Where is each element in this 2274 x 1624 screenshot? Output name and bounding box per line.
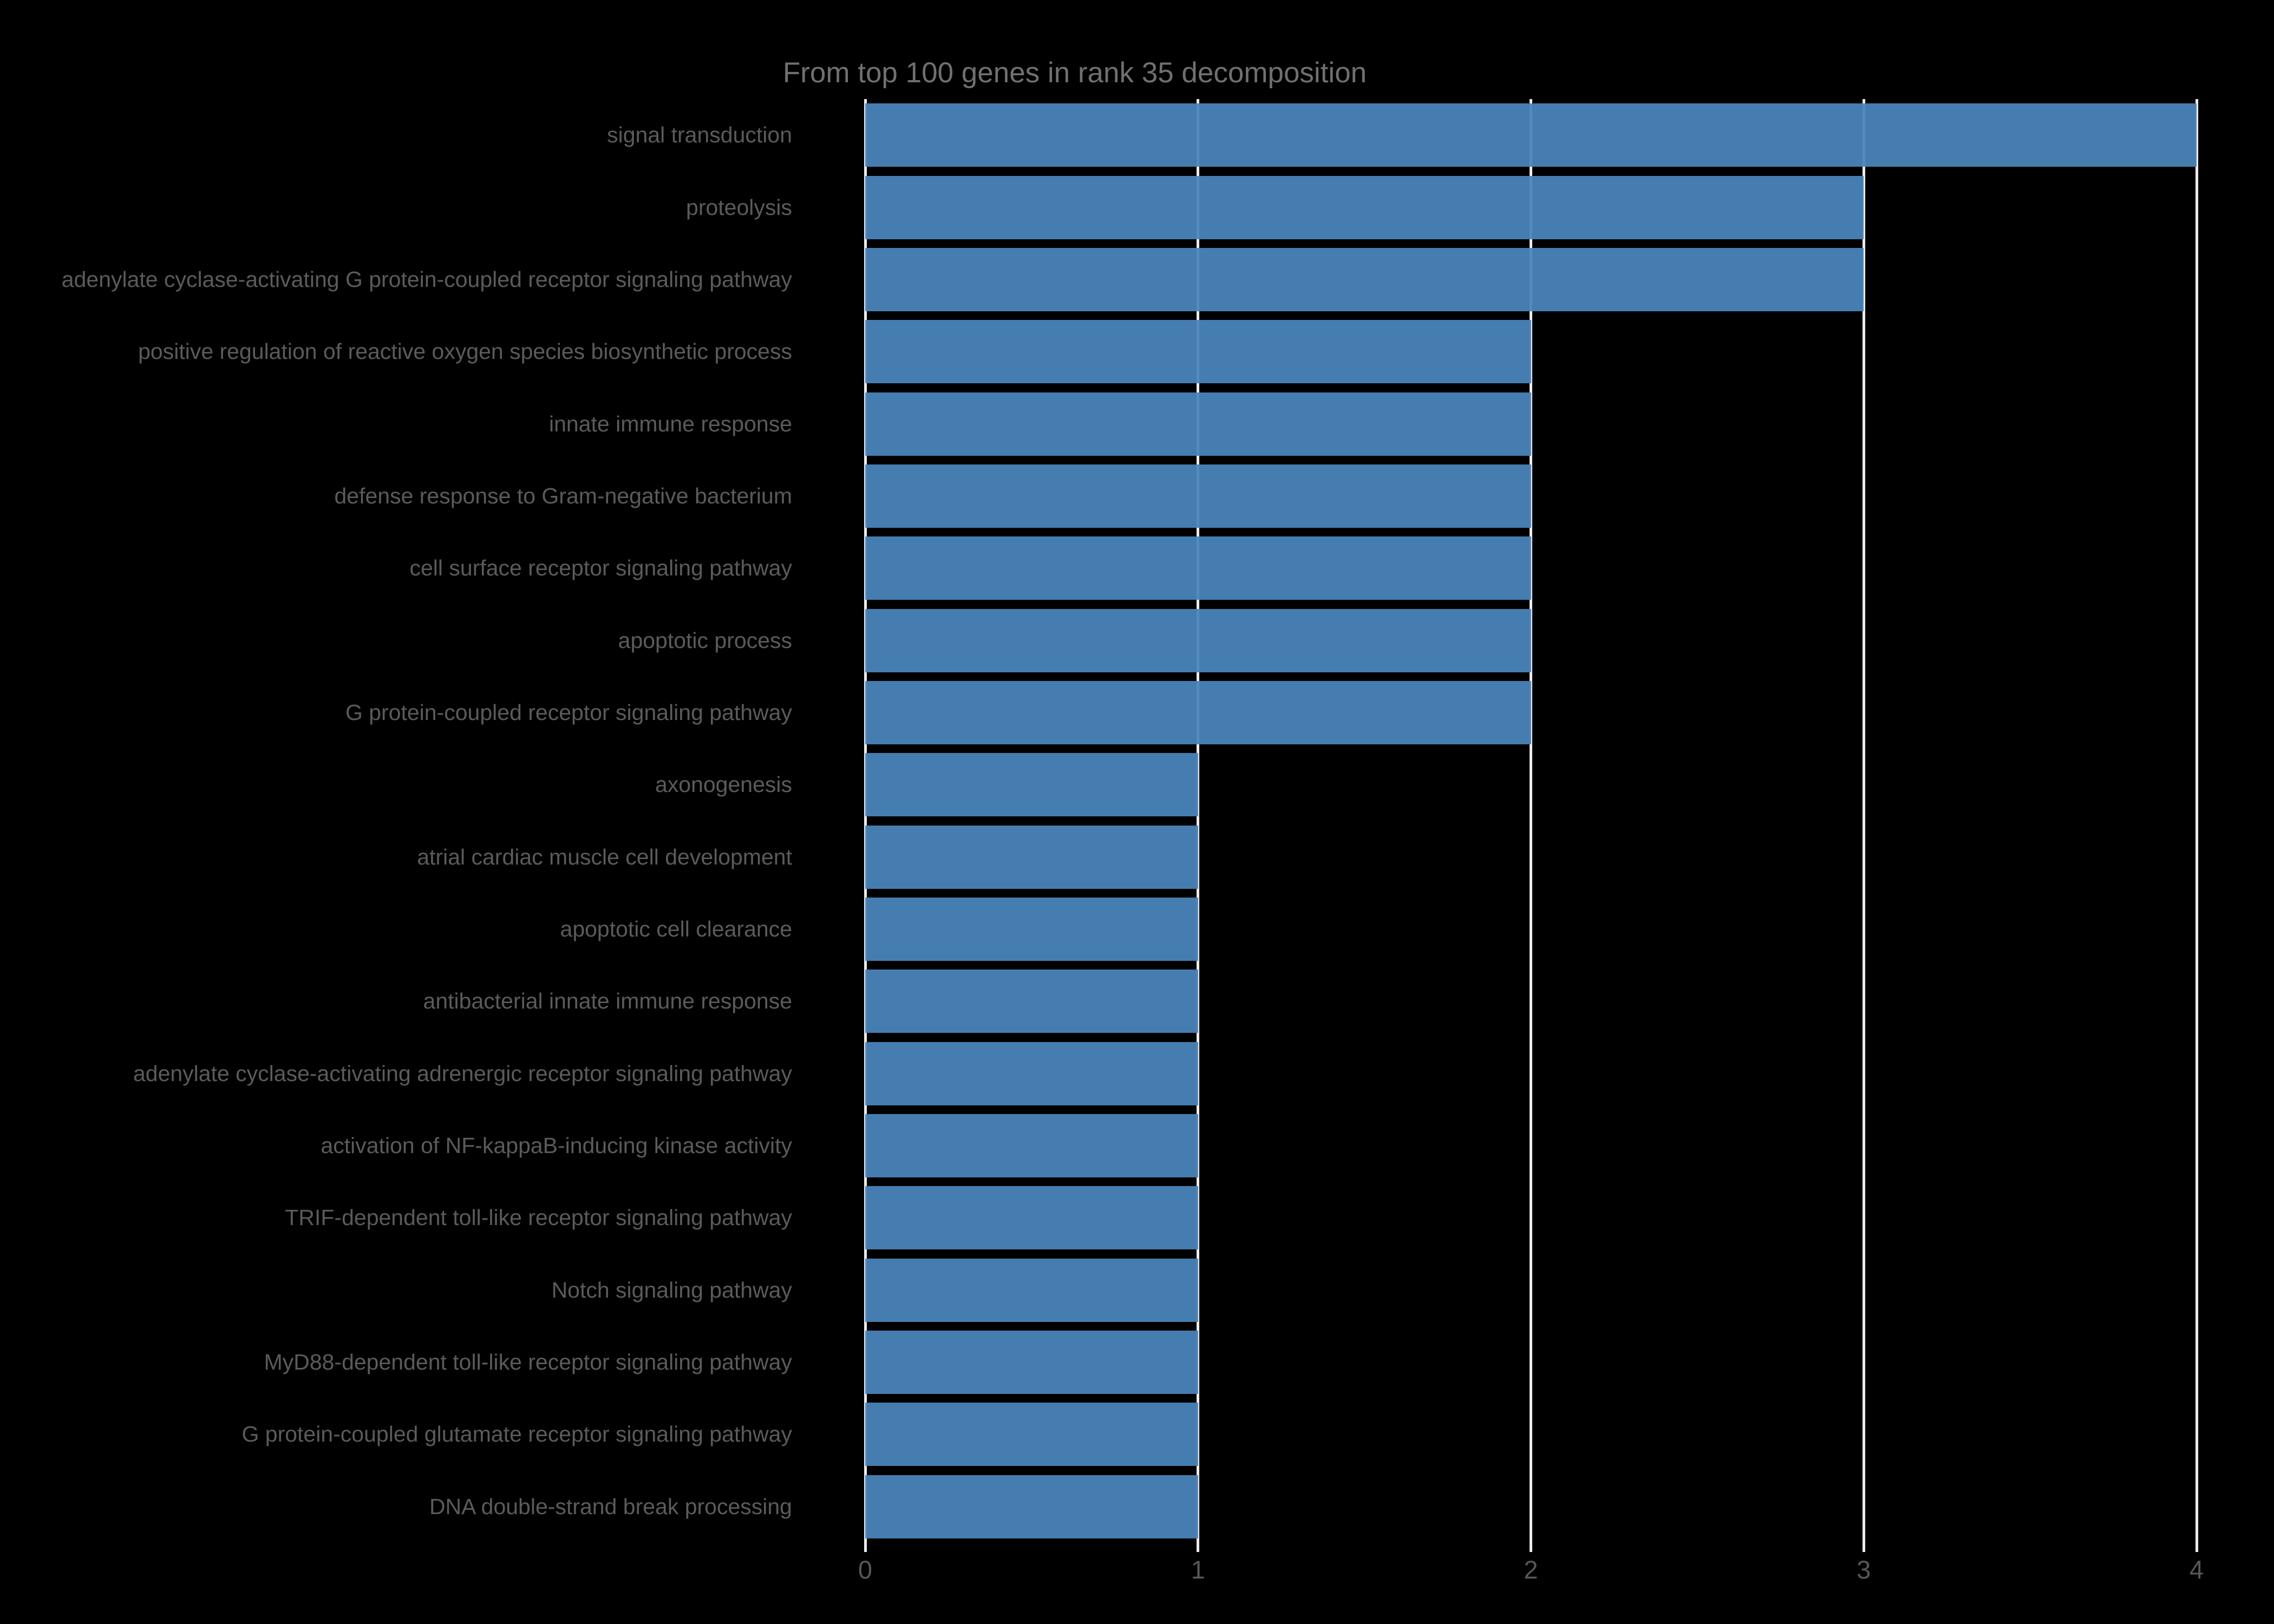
bar-19	[865, 1403, 1198, 1466]
x-tick-label-3: 3	[1857, 1555, 1871, 1584]
y-tick-label: DNA double-strand break processing	[429, 1494, 792, 1519]
plot-canvas	[864, 99, 2198, 1552]
y-tick-label: MyD88-dependent toll-like receptor signa…	[264, 1350, 792, 1375]
y-tick-label: innate immune response	[549, 411, 792, 436]
y-tick-label: signal transduction	[607, 122, 792, 148]
y-label-row: Notch signaling pathway	[0, 1254, 792, 1326]
gridline-x1	[1197, 99, 1200, 1543]
y-label-row: proteolysis	[0, 171, 792, 243]
y-tick-label: TRIF-dependent toll-like receptor signal…	[285, 1205, 792, 1230]
y-axis-labels: signal transduction proteolysis adenylate …	[0, 99, 792, 1543]
y-tick-label: defense response to Gram-negative bacter…	[334, 483, 792, 508]
chart-title: From top 100 genes in rank 35 decomposit…	[782, 57, 1367, 89]
bar-15	[865, 1114, 1198, 1178]
y-tick-label: adenylate cyclase-activating G protein-c…	[61, 266, 792, 292]
bar-14	[865, 1042, 1198, 1105]
y-label-row: MyD88-dependent toll-like receptor signa…	[0, 1326, 792, 1398]
y-label-row: G protein-coupled receptor signaling pat…	[0, 677, 792, 749]
y-label-row: signal transduction	[0, 99, 792, 171]
gridline-x0	[864, 99, 867, 1543]
y-tick-label: Notch signaling pathway	[551, 1277, 792, 1302]
bar-18	[865, 1331, 1198, 1394]
y-label-row: defense response to Gram-negative bacter…	[0, 460, 792, 532]
y-tick-label: cell surface receptor signaling pathway	[409, 555, 793, 581]
y-tick-label: apoptotic process	[618, 627, 792, 653]
x-tickmark-1	[1197, 1543, 1200, 1552]
bar-8	[865, 608, 1531, 672]
bar-1	[865, 103, 2197, 167]
bar-17	[865, 1258, 1198, 1322]
y-label-row: cell surface receptor signaling pathway	[0, 532, 793, 604]
y-label-row: apoptotic process	[0, 604, 792, 676]
y-label-row: activation of NF-kappaB-inducing kinase …	[0, 1110, 792, 1182]
bar-20	[865, 1475, 1198, 1538]
gridline-x4	[2195, 99, 2198, 1543]
bar-2	[865, 175, 1864, 239]
y-label-row: G protein-coupled glutamate receptor sig…	[0, 1398, 793, 1470]
bar-9	[865, 680, 1531, 744]
y-label-row: atrial cardiac muscle cell development	[0, 821, 792, 893]
y-tick-label: activation of NF-kappaB-inducing kinase …	[321, 1132, 792, 1158]
bar-11	[865, 825, 1198, 889]
y-label-row: apoptotic cell clearance	[0, 893, 792, 965]
bar-16	[865, 1186, 1198, 1250]
y-tick-label: G protein-coupled glutamate receptor sig…	[241, 1422, 793, 1447]
y-label-row: adenylate cyclase-activating G protein-c…	[0, 244, 792, 316]
bar-6	[865, 464, 1531, 528]
x-tickmark-0	[864, 1543, 867, 1552]
y-tick-label: positive regulation of reactive oxygen s…	[138, 339, 792, 364]
bar-4	[865, 320, 1531, 384]
gridline-x2	[1530, 99, 1532, 1543]
x-tickmark-2	[1530, 1543, 1532, 1552]
y-label-row: TRIF-dependent toll-like receptor signal…	[0, 1182, 792, 1254]
y-label-row: positive regulation of reactive oxygen s…	[0, 316, 792, 388]
y-tick-label: antibacterial innate immune response	[423, 988, 792, 1014]
bar-5	[865, 392, 1531, 456]
bar-12	[865, 898, 1198, 961]
bar-3	[865, 247, 1864, 311]
y-tick-label: axonogenesis	[655, 772, 792, 797]
y-label-row: adenylate cyclase-activating adrenergic …	[0, 1037, 792, 1109]
x-tick-label-0: 0	[858, 1555, 873, 1584]
x-tick-label-4: 4	[2189, 1555, 2204, 1584]
y-tick-label: apoptotic cell clearance	[560, 916, 792, 941]
y-label-row: DNA double-strand break processing	[0, 1471, 792, 1543]
y-tick-label: adenylate cyclase-activating adrenergic …	[133, 1060, 792, 1086]
x-tick-label-2: 2	[1524, 1555, 1538, 1584]
gridline-x3	[1862, 99, 1865, 1543]
y-tick-label: proteolysis	[686, 194, 792, 220]
y-label-row: axonogenesis	[0, 749, 792, 821]
bar-7	[865, 536, 1531, 600]
y-label-row: antibacterial innate immune response	[0, 965, 792, 1037]
x-tickmark-4	[2195, 1543, 2198, 1552]
y-tick-label: atrial cardiac muscle cell development	[417, 844, 792, 869]
x-tick-label-1: 1	[1191, 1555, 1205, 1584]
x-tickmark-3	[1862, 1543, 1865, 1552]
y-label-row: innate immune response	[0, 388, 792, 460]
y-tick-label: G protein-coupled receptor signaling pat…	[345, 699, 792, 725]
bar-10	[865, 753, 1198, 817]
bar-13	[865, 970, 1198, 1033]
